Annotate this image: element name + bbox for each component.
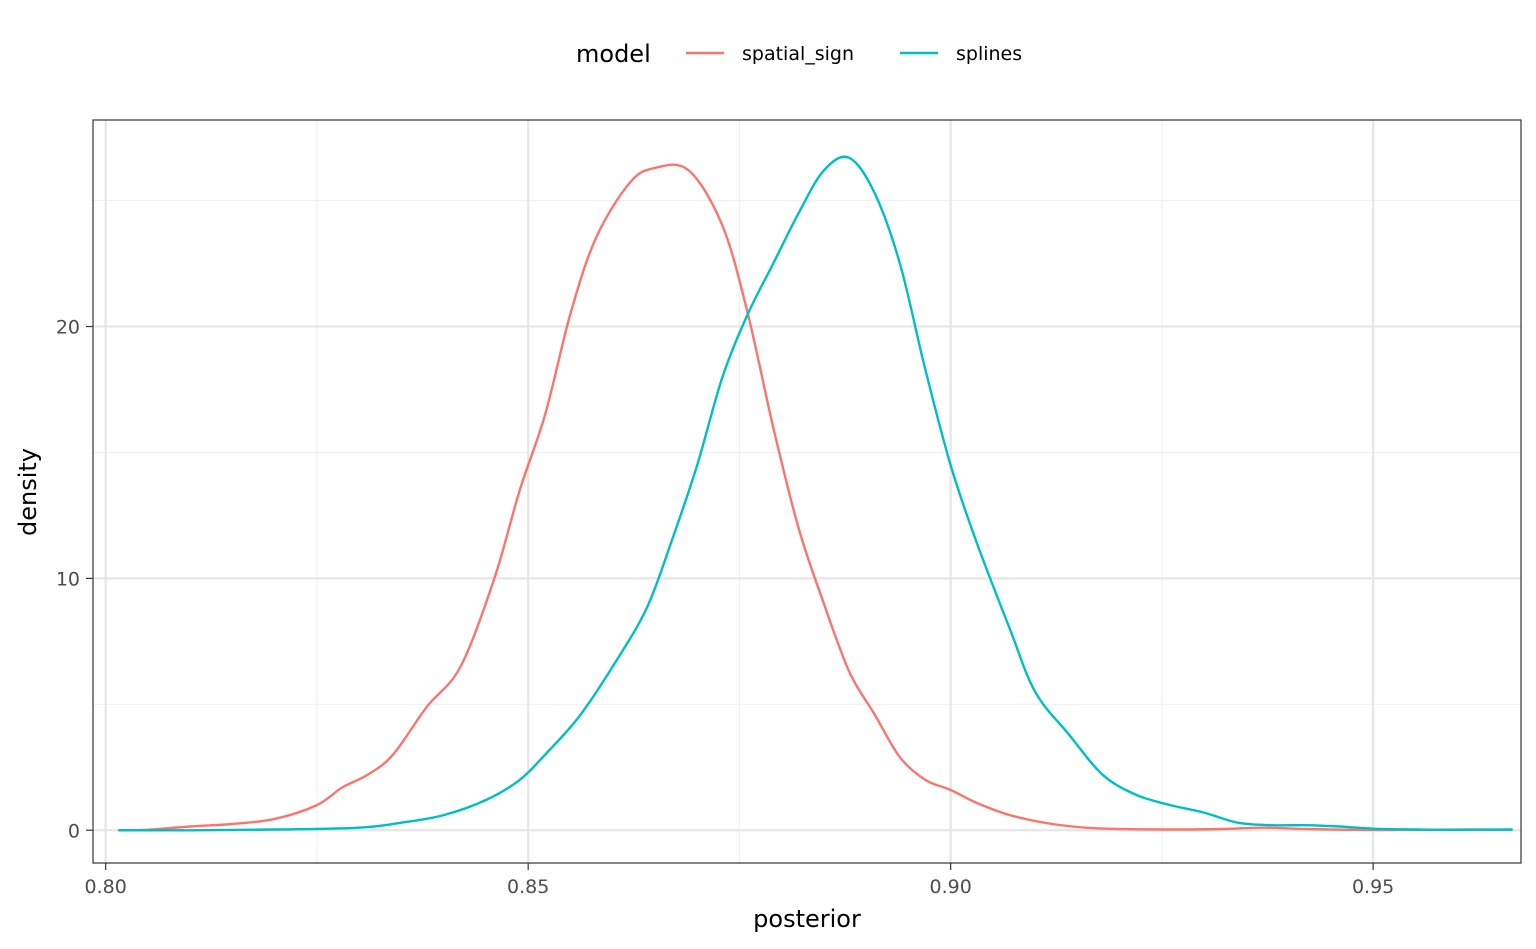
x-tick-label: 0.95 bbox=[1352, 876, 1394, 898]
series-line-splines bbox=[118, 155, 1513, 832]
y-axis: 0 10 20 bbox=[56, 317, 93, 842]
x-tick-label: 0.80 bbox=[85, 876, 127, 898]
y-tick-label: 10 bbox=[56, 568, 80, 590]
series-layer bbox=[118, 155, 1513, 832]
x-tick-label: 0.90 bbox=[929, 876, 971, 898]
panel-border bbox=[92, 119, 1522, 864]
x-axis: 0.80 0.85 0.90 0.95 bbox=[85, 863, 1394, 898]
series-line-spatial-sign bbox=[118, 163, 1513, 832]
y-axis-title: density bbox=[14, 448, 42, 536]
x-tick-label: 0.85 bbox=[507, 876, 549, 898]
legend: model spatial_sign splines bbox=[576, 40, 1022, 68]
major-gridlines bbox=[93, 120, 1521, 863]
legend-label-spatial-sign: spatial_sign bbox=[742, 43, 854, 65]
minor-gridlines bbox=[93, 120, 1521, 863]
plot-panel bbox=[92, 119, 1522, 864]
legend-label-splines: splines bbox=[956, 43, 1022, 65]
y-tick-label: 0 bbox=[68, 820, 80, 842]
x-axis-title: posterior bbox=[753, 905, 861, 933]
y-tick-label: 20 bbox=[56, 317, 80, 339]
legend-title: model bbox=[576, 40, 651, 68]
